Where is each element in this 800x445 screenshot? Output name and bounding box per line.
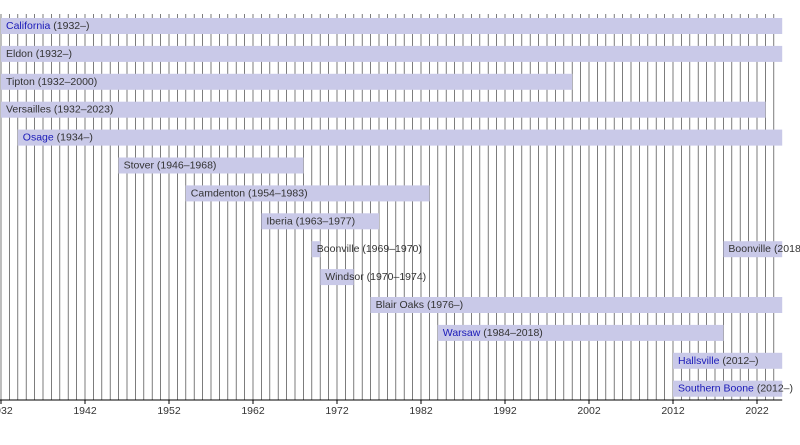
bar-label: Osage (1934–) — [23, 131, 93, 143]
school-name[interactable]: Osage — [23, 131, 54, 143]
bar-label: Southern Boone (2012–) — [678, 382, 793, 394]
x-tick-label: 2012 — [661, 405, 685, 417]
bar — [370, 297, 783, 313]
years: (2012–) — [722, 355, 758, 367]
years: (1932–2000) — [38, 76, 98, 88]
years: (1954–1983) — [248, 187, 308, 199]
school-name: Boonville — [728, 243, 771, 255]
bar-label: Blair Oaks (1976–) — [376, 299, 464, 311]
bar — [1, 73, 573, 90]
school-name[interactable]: California — [6, 20, 51, 32]
bar — [673, 352, 783, 369]
years: (1932–) — [53, 20, 89, 32]
bar — [17, 129, 783, 146]
bar-label: Iberia (1963–1977) — [266, 215, 355, 227]
x-tick-label: 1952 — [157, 405, 181, 417]
bar-label: Versailles (1932–2023) — [6, 103, 113, 115]
years: (1946–1968) — [157, 159, 217, 171]
bar-label: Boonville (2018–) — [728, 243, 800, 255]
years: (1932–2023) — [54, 103, 114, 115]
school-name: Tipton — [6, 76, 35, 88]
school-name: Eldon — [6, 48, 33, 60]
bar — [723, 241, 783, 258]
bar — [673, 380, 783, 397]
bar — [261, 213, 379, 230]
school-name: Versailles — [6, 103, 51, 115]
school-name[interactable]: Warsaw — [443, 327, 481, 339]
bar-label: Camdenton (1954–1983) — [191, 187, 308, 199]
school-name[interactable]: Hallsville — [678, 355, 720, 367]
years: (2018–) — [774, 243, 800, 255]
years: (2012–) — [757, 382, 793, 394]
bar — [185, 185, 430, 202]
bar-label: Tipton (1932–2000) — [6, 76, 97, 88]
x-tick-label: 1942 — [73, 405, 97, 417]
x-tick-label: 2022 — [745, 405, 769, 417]
school-name: Stover — [124, 159, 155, 171]
bar — [118, 157, 304, 174]
bar-label: Stover (1946–1968) — [124, 159, 217, 171]
bar — [437, 324, 724, 341]
bar-label: California (1932–) — [6, 20, 89, 32]
x-tick-label: 1932 — [0, 405, 13, 417]
bar — [320, 269, 354, 286]
school-name[interactable]: Southern Boone — [678, 382, 754, 394]
years: (1969–1970) — [362, 243, 422, 255]
years: (1963–1977) — [296, 215, 356, 227]
bar-label: Warsaw (1984–2018) — [443, 327, 543, 339]
x-tick-label: 1982 — [409, 405, 433, 417]
school-name: Boonville — [317, 243, 360, 255]
years: (1934–) — [57, 131, 93, 143]
school-name: Windsor — [325, 271, 364, 283]
bar-label: Eldon (1932–) — [6, 48, 72, 60]
bar — [1, 101, 766, 118]
years: (1932–) — [36, 48, 72, 60]
bar-label: Hallsville (2012–) — [678, 355, 759, 367]
school-name: Blair Oaks — [376, 299, 424, 311]
years: (1970–1974) — [367, 271, 427, 283]
bar — [1, 45, 783, 62]
school-name: Iberia — [266, 215, 292, 227]
x-tick-label: 1962 — [241, 405, 265, 417]
x-tick-label: 1972 — [325, 405, 349, 417]
bar-label: Windsor (1970–1974) — [325, 271, 426, 283]
x-tick-label: 2002 — [577, 405, 601, 417]
school-name: Camdenton — [191, 187, 245, 199]
bar-label: Boonville (1969–1970) — [317, 243, 422, 255]
years: (1976–) — [427, 299, 463, 311]
years: (1984–2018) — [483, 327, 543, 339]
bar — [1, 18, 783, 34]
bar — [311, 241, 321, 258]
x-tick-label: 1992 — [493, 405, 517, 417]
